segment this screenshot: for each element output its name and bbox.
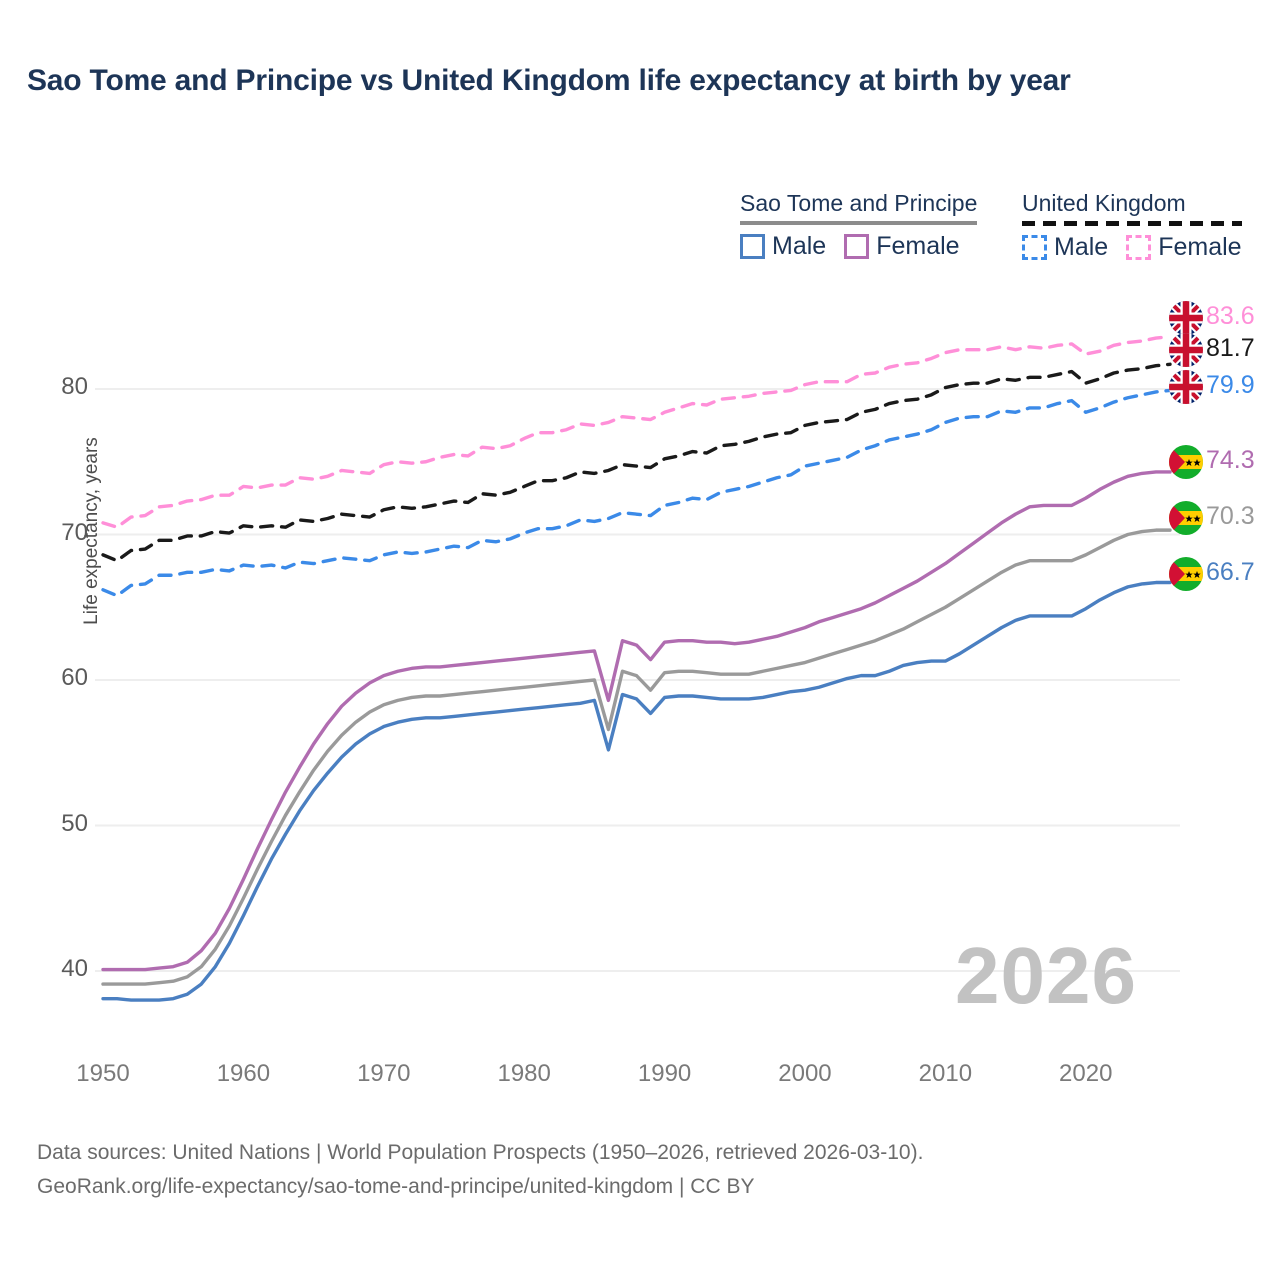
- series-end-value-label: 74.3: [1206, 446, 1255, 474]
- series-line: [101, 580, 1172, 1002]
- legend-group-title: Sao Tome and Principe: [740, 190, 978, 216]
- legend-group-rule: [740, 221, 978, 225]
- x-axis-tick-label: 1980: [497, 1060, 551, 1087]
- legend-group-sao-tome-and-principe: Sao Tome and Principe Male Female: [740, 190, 978, 261]
- series-end-value-label: 70.3: [1206, 502, 1255, 530]
- legend-item-label: Male: [1054, 233, 1109, 261]
- stp-flag: [1168, 500, 1204, 536]
- uk-flag: [1168, 332, 1204, 368]
- series-line: [101, 528, 1172, 986]
- uk-flag: [1168, 369, 1204, 405]
- series-end-value-label: 79.9: [1206, 371, 1255, 399]
- chart-series-layer: [101, 334, 1172, 1002]
- legend-group-rule: [1022, 221, 1242, 226]
- legend-group-title: United Kingdom: [1022, 190, 1186, 216]
- series-end-value-label: 81.7: [1206, 334, 1255, 362]
- legend-item-stp-male[interactable]: Male: [740, 232, 826, 261]
- legend-swatch-icon: [844, 234, 870, 259]
- y-axis-tick-label: 60: [61, 664, 88, 691]
- chart-footer: Data sources: United Nations | World Pop…: [37, 1136, 1247, 1204]
- legend-item-uk-male[interactable]: Male: [1022, 233, 1108, 262]
- legend-item-label: Female: [1158, 233, 1242, 261]
- uk-flag: [1168, 300, 1204, 336]
- footer-line-url: GeoRank.org/life-expectancy/sao-tome-and…: [37, 1175, 755, 1199]
- y-axis-tick-label: 80: [61, 373, 88, 400]
- x-axis-tick-label: 1950: [76, 1060, 130, 1087]
- x-axis-tick-label: 1970: [357, 1060, 411, 1087]
- legend-swatch-icon: [740, 234, 765, 259]
- series-end-value-label: 66.7: [1206, 558, 1255, 586]
- series-line: [101, 362, 1172, 563]
- chart-legend: Sao Tome and Principe Male Female United…: [735, 190, 1250, 270]
- stp-flag: [1168, 556, 1204, 592]
- legend-swatch-icon: [1022, 235, 1047, 260]
- x-axis-tick-label: 1960: [216, 1060, 271, 1087]
- legend-group-united-kingdom: United Kingdom Male Female: [1022, 190, 1242, 262]
- series-end-value-label: 83.6: [1206, 302, 1255, 330]
- legend-swatch-icon: [1126, 235, 1152, 260]
- x-axis-tick-label: 2010: [918, 1060, 973, 1087]
- x-axis-tick-label: 1990: [637, 1060, 692, 1087]
- stp-flag: [1168, 444, 1204, 480]
- y-axis-tick-label: 70: [61, 518, 88, 546]
- footer-line-sources: Data sources: United Nations | World Pop…: [37, 1141, 924, 1164]
- y-axis-tick-label: 40: [61, 955, 88, 982]
- x-axis-tick-label: 2020: [1059, 1060, 1113, 1087]
- series-line: [101, 334, 1172, 529]
- legend-item-uk-female[interactable]: Female: [1126, 233, 1242, 262]
- legend-item-label: Male: [772, 232, 827, 260]
- legend-item-label: Female: [876, 232, 960, 260]
- series-line: [101, 388, 1172, 598]
- x-axis-tick-label: 2000: [778, 1060, 832, 1087]
- series-line: [101, 470, 1172, 972]
- legend-item-stp-female[interactable]: Female: [844, 232, 960, 261]
- year-watermark: 2026: [955, 931, 1137, 1020]
- page-title: Sao Tome and Principe vs United Kingdom …: [27, 64, 1071, 97]
- y-axis-tick-label: 50: [61, 809, 88, 837]
- chart-gridlines: [95, 388, 1180, 972]
